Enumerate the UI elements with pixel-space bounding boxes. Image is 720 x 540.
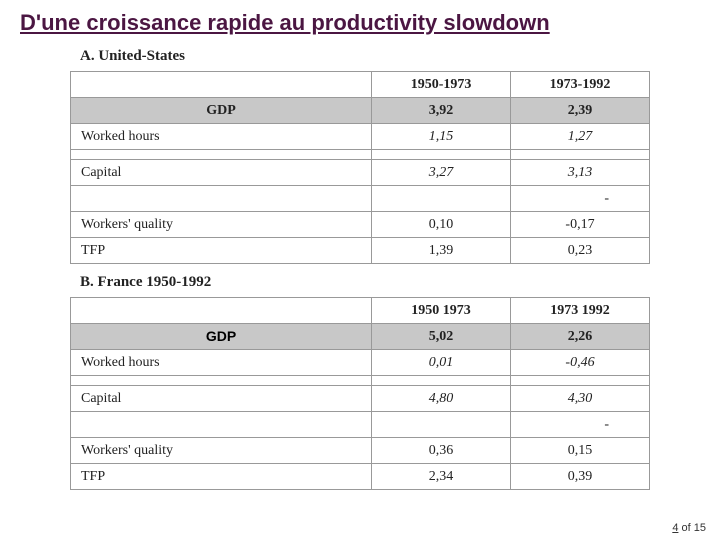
a-gdp-c1: 3,92 <box>372 98 511 124</box>
table-a-wrap: 1950-1973 1973-1992 GDP 3,92 2,39 Worked… <box>0 71 720 264</box>
a-r3-label: Workers' quality <box>71 212 372 238</box>
table-row: Workers' quality 0,10 -0,17 <box>71 212 650 238</box>
b-r4-c1: 2,34 <box>372 464 511 490</box>
hdr-b-c1: 1950 1973 <box>372 298 511 324</box>
b-gdp-c1: 5,02 <box>372 324 511 350</box>
table-a-header: 1950-1973 1973-1992 <box>71 72 650 98</box>
hdr-a-c2: 1973-1992 <box>511 72 650 98</box>
b-r1-c1: 4,80 <box>372 386 511 412</box>
a-r0-c2: 1,27 <box>511 124 650 150</box>
a-r3-c2: -0,17 <box>511 212 650 238</box>
a-r0-label: Worked hours <box>71 124 372 150</box>
b-r2-c1 <box>372 412 511 438</box>
b-r0-c1: 0,01 <box>372 350 511 376</box>
table-row: TFP 2,34 0,39 <box>71 464 650 490</box>
hdr-b-c0 <box>71 298 372 324</box>
a-gdp-label: GDP <box>71 98 372 124</box>
b-r3-c1: 0,36 <box>372 438 511 464</box>
table-b-header: 1950 1973 1973 1992 <box>71 298 650 324</box>
table-b-wrap: 1950 1973 1973 1992 GDP 5,02 2,26 Worked… <box>0 297 720 490</box>
table-a: 1950-1973 1973-1992 GDP 3,92 2,39 Worked… <box>70 71 650 264</box>
gdp-overlay-label: GDP <box>206 328 236 344</box>
a-r2-c2: - <box>511 186 650 212</box>
a-r0-c1: 1,15 <box>372 124 511 150</box>
table-row: TFP 1,39 0,23 <box>71 238 650 264</box>
table-row-blank <box>71 376 650 386</box>
b-r1-c2: 4,30 <box>511 386 650 412</box>
hdr-b-c2: 1973 1992 <box>511 298 650 324</box>
a-r4-c2: 0,23 <box>511 238 650 264</box>
a-r4-c1: 1,39 <box>372 238 511 264</box>
table-row: Workers' quality 0,36 0,15 <box>71 438 650 464</box>
b-r0-label: Worked hours <box>71 350 372 376</box>
b-r3-c2: 0,15 <box>511 438 650 464</box>
b-r0-c2: -0,46 <box>511 350 650 376</box>
table-a-gdp: GDP 3,92 2,39 <box>71 98 650 124</box>
hdr-a-c0 <box>71 72 372 98</box>
table-row: Capital 4,80 4,30 <box>71 386 650 412</box>
a-gdp-c2: 2,39 <box>511 98 650 124</box>
table-b: 1950 1973 1973 1992 GDP 5,02 2,26 Worked… <box>70 297 650 490</box>
a-r1-c1: 3,27 <box>372 160 511 186</box>
a-r2-c1 <box>372 186 511 212</box>
pager-total: 15 <box>694 522 706 534</box>
table-row: Capital 3,27 3,13 <box>71 160 650 186</box>
table-row-blank <box>71 150 650 160</box>
b-r2-c2: - <box>511 412 650 438</box>
section-a-label: A. United-States <box>0 38 720 71</box>
b-gdp-label: GDP <box>71 324 372 350</box>
table-row: Worked hours 0,01 -0,46 <box>71 350 650 376</box>
pager-of: of <box>682 522 691 534</box>
b-r4-c2: 0,39 <box>511 464 650 490</box>
pager-current: 4 <box>672 522 678 534</box>
a-r3-c1: 0,10 <box>372 212 511 238</box>
b-r1-label: Capital <box>71 386 372 412</box>
a-r1-c2: 3,13 <box>511 160 650 186</box>
hdr-a-c1: 1950-1973 <box>372 72 511 98</box>
table-row: - <box>71 412 650 438</box>
b-r4-label: TFP <box>71 464 372 490</box>
b-r3-label: Workers' quality <box>71 438 372 464</box>
page-counter: 4 of 15 <box>672 522 706 534</box>
b-r2-label <box>71 412 372 438</box>
section-b-label: B. France 1950-1992 <box>0 264 720 297</box>
a-r2-label <box>71 186 372 212</box>
b-gdp-c2: 2,26 <box>511 324 650 350</box>
table-row: Worked hours 1,15 1,27 <box>71 124 650 150</box>
a-r1-label: Capital <box>71 160 372 186</box>
a-r4-label: TFP <box>71 238 372 264</box>
slide-title: D'une croissance rapide au productivity … <box>0 0 720 38</box>
table-row: - <box>71 186 650 212</box>
table-b-gdp: GDP 5,02 2,26 <box>71 324 650 350</box>
